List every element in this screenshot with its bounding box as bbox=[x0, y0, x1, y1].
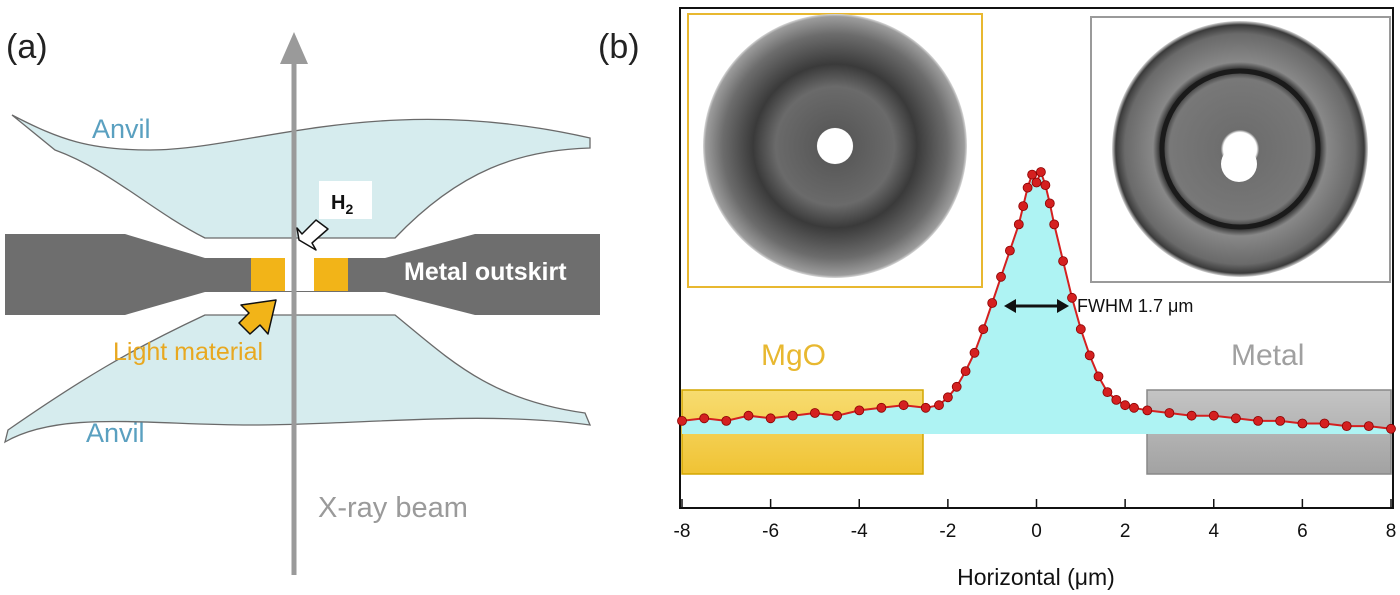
fwhm-arrow bbox=[1004, 299, 1069, 313]
data-point bbox=[677, 415, 687, 426]
data-point bbox=[960, 366, 971, 377]
xray-beam-label: X-ray beam bbox=[318, 492, 468, 524]
data-point bbox=[743, 410, 754, 421]
data-point bbox=[987, 298, 998, 308]
data-point bbox=[1275, 415, 1286, 426]
x-tick-label: -4 bbox=[851, 521, 868, 542]
data-point bbox=[1022, 182, 1033, 193]
x-axis: -8 -6 -4 -2 0 2 4 6 8 bbox=[674, 499, 1397, 542]
data-point bbox=[978, 324, 989, 335]
x-tick-label: -8 bbox=[674, 521, 691, 542]
data-point bbox=[1013, 219, 1024, 230]
data-point bbox=[1018, 201, 1029, 212]
data-point bbox=[920, 402, 931, 413]
data-point bbox=[1102, 387, 1113, 398]
mgo-label: MgO bbox=[761, 339, 826, 372]
x-tick-label: 0 bbox=[1031, 521, 1042, 542]
data-point bbox=[699, 413, 710, 424]
data-point bbox=[1075, 324, 1086, 335]
lower-anvil bbox=[3, 314, 592, 444]
data-point bbox=[943, 392, 953, 403]
x-tick-label: -2 bbox=[939, 521, 956, 542]
data-point bbox=[1363, 421, 1374, 432]
panel-a-label: (a) bbox=[6, 28, 48, 66]
data-point bbox=[1208, 410, 1219, 421]
data-point bbox=[1031, 177, 1042, 188]
data-point bbox=[1164, 408, 1175, 418]
h2-label-box bbox=[319, 181, 372, 219]
anvil-top-label: Anvil bbox=[92, 114, 151, 144]
fwhm-label: FWHM 1.7 μm bbox=[1077, 296, 1193, 316]
data-point bbox=[1067, 292, 1077, 303]
data-point bbox=[1231, 413, 1241, 424]
mgo-diffraction-inset bbox=[687, 13, 983, 288]
data-point bbox=[876, 402, 887, 413]
data-point bbox=[1341, 421, 1352, 432]
light-material-block-right bbox=[314, 258, 348, 291]
data-point bbox=[1319, 418, 1330, 429]
h2-cavity bbox=[285, 258, 314, 291]
data-point bbox=[1386, 423, 1396, 434]
xray-beam-arrowhead bbox=[280, 32, 308, 64]
data-point bbox=[832, 410, 842, 421]
data-point bbox=[934, 400, 944, 411]
panel-b-label: (b) bbox=[598, 28, 640, 66]
data-point bbox=[1297, 418, 1308, 429]
data-point bbox=[787, 410, 798, 421]
light-material-label: Light material bbox=[113, 338, 263, 366]
data-point bbox=[1084, 350, 1095, 361]
metal-label: Metal bbox=[1231, 339, 1304, 372]
metal-diffraction-inset bbox=[1090, 16, 1391, 283]
data-point bbox=[1142, 405, 1153, 416]
data-point bbox=[1058, 256, 1068, 267]
h2-arrow bbox=[296, 219, 329, 251]
data-point bbox=[1093, 371, 1104, 382]
x-tick-label: -6 bbox=[762, 521, 779, 542]
data-point bbox=[721, 415, 732, 426]
data-point bbox=[1005, 245, 1015, 256]
x-tick-label: 6 bbox=[1297, 521, 1308, 542]
light-material-arrow bbox=[238, 299, 277, 335]
data-point bbox=[1111, 394, 1122, 405]
data-point bbox=[1027, 169, 1037, 180]
x-tick-label: 8 bbox=[1386, 521, 1397, 542]
data-point bbox=[765, 413, 776, 424]
data-point bbox=[1036, 167, 1046, 177]
data-point bbox=[898, 400, 909, 411]
panel-a: (a) H2 Anvil Anvil Metal outskirt Light … bbox=[3, 28, 600, 575]
h2-label: H2 bbox=[331, 192, 353, 217]
data-point bbox=[996, 271, 1006, 282]
data-point bbox=[1253, 415, 1263, 426]
x-tick-label: 2 bbox=[1120, 521, 1131, 542]
chart-layer bbox=[677, 167, 1396, 434]
upper-anvil bbox=[11, 114, 591, 239]
data-point bbox=[969, 347, 980, 358]
data-point bbox=[1129, 402, 1139, 413]
data-point bbox=[810, 408, 820, 418]
metal-outskirt-label: Metal outskirt bbox=[404, 258, 567, 286]
peak-fill-area bbox=[682, 172, 1391, 434]
anvil-bottom-label: Anvil bbox=[86, 418, 145, 448]
x-axis-title: Horizontal (μm) bbox=[957, 564, 1115, 590]
light-material-block-left bbox=[251, 258, 285, 291]
data-point bbox=[1044, 198, 1055, 209]
data-point bbox=[1120, 400, 1130, 411]
data-point bbox=[854, 405, 865, 416]
data-point bbox=[1186, 410, 1197, 421]
x-tick-label: 4 bbox=[1208, 521, 1219, 542]
data-point bbox=[1049, 219, 1060, 230]
data-point bbox=[951, 381, 962, 392]
panel-b: (b) bbox=[598, 7, 1397, 590]
data-point bbox=[1040, 180, 1051, 191]
